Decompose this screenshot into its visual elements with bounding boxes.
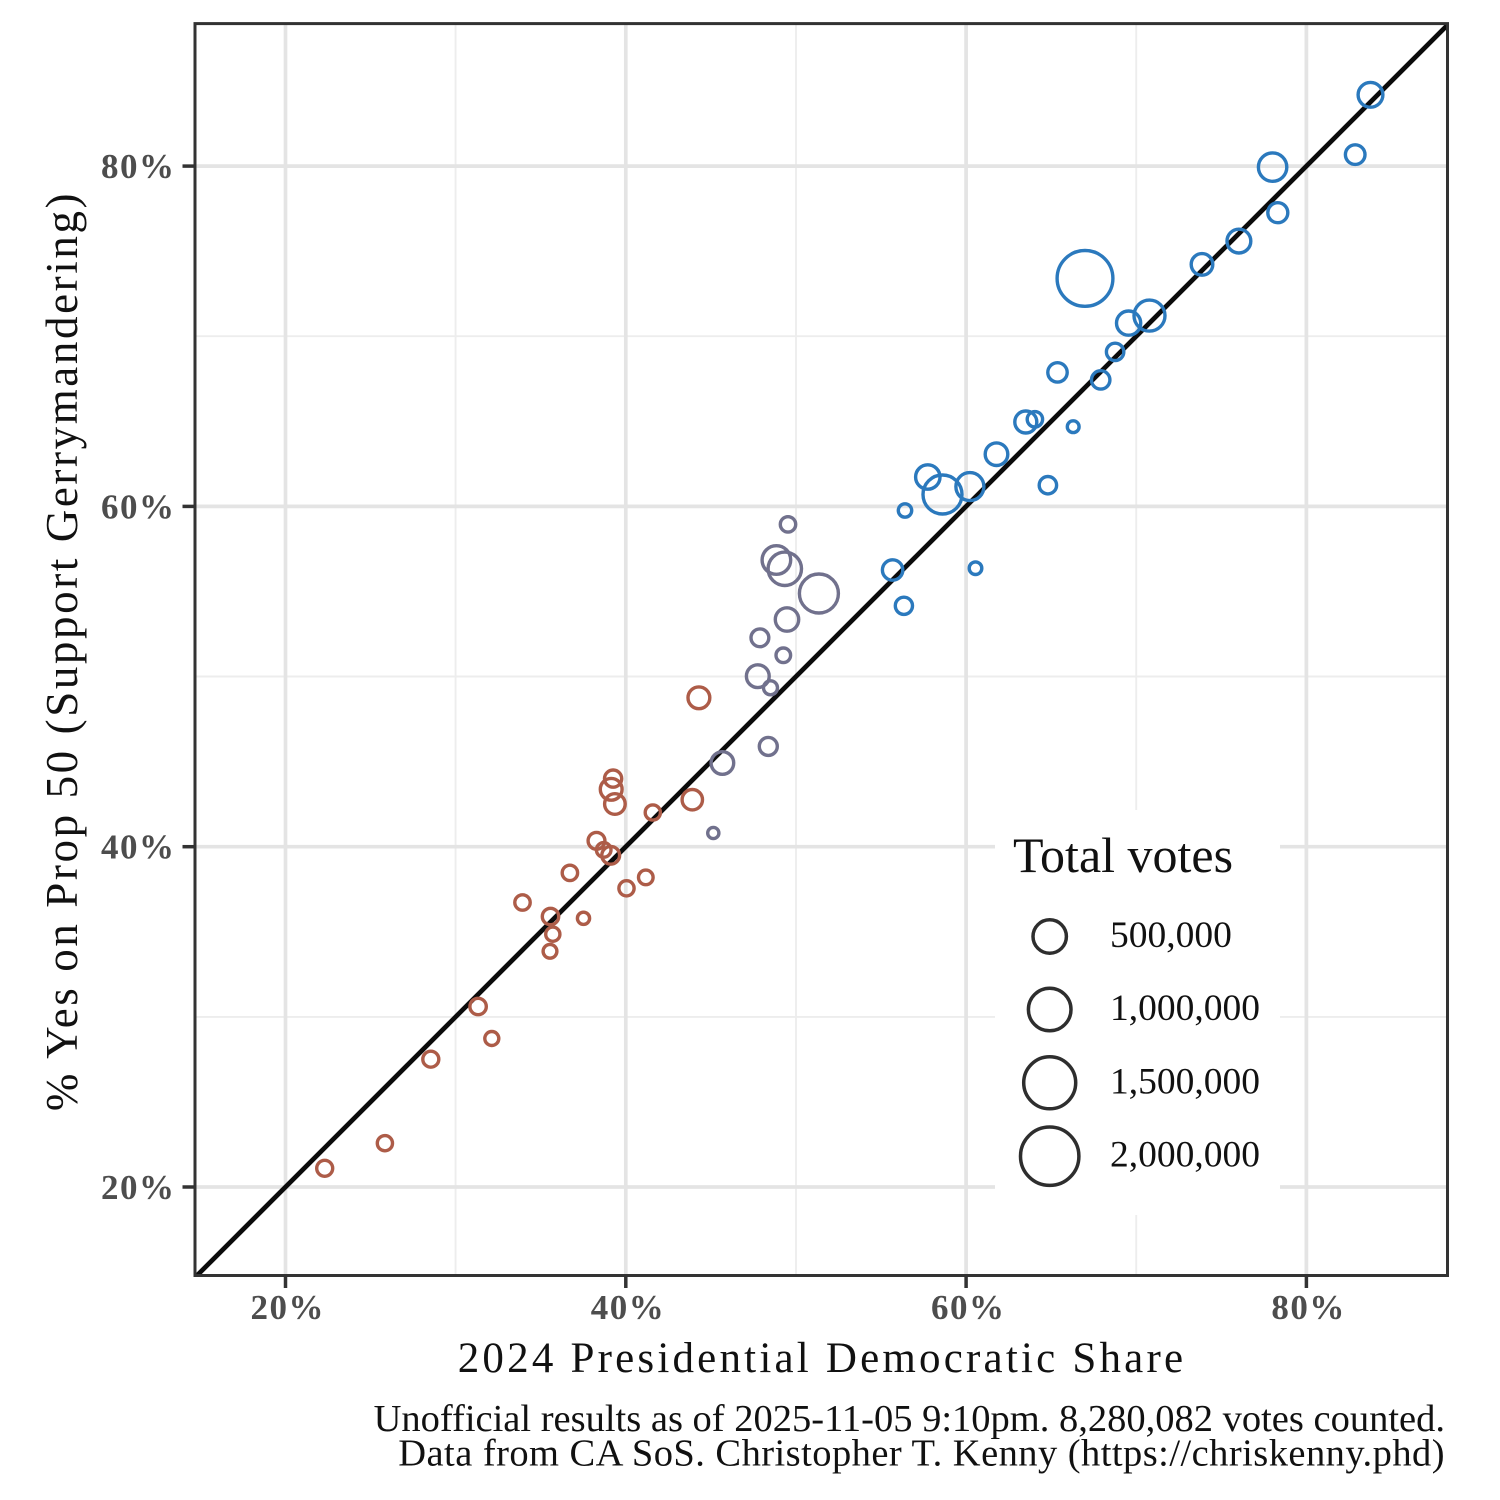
svg-text:80%: 80% bbox=[101, 147, 176, 186]
svg-text:20%: 20% bbox=[101, 1168, 176, 1207]
svg-text:2024 Presidential Democratic S: 2024 Presidential Democratic Share bbox=[458, 1335, 1187, 1382]
svg-text:60%: 60% bbox=[101, 487, 176, 526]
svg-text:Data from CA SoS. Christopher: Data from CA SoS. Christopher T. Kenny (… bbox=[398, 1433, 1445, 1475]
svg-text:20%: 20% bbox=[250, 1288, 325, 1327]
svg-text:40%: 40% bbox=[101, 828, 176, 867]
svg-text:500,000: 500,000 bbox=[1110, 915, 1232, 956]
svg-text:% Yes on Prop 50 (Support Gerr: % Yes on Prop 50 (Support Gerrymandering… bbox=[37, 191, 87, 1111]
svg-text:2,000,000: 2,000,000 bbox=[1110, 1135, 1260, 1176]
svg-text:1,500,000: 1,500,000 bbox=[1110, 1061, 1260, 1102]
svg-text:80%: 80% bbox=[1271, 1288, 1346, 1327]
svg-text:Total votes: Total votes bbox=[1013, 827, 1233, 883]
svg-text:Unofficial results as of 2025-: Unofficial results as of 2025-11-05 9:10… bbox=[374, 1398, 1445, 1440]
svg-text:1,000,000: 1,000,000 bbox=[1110, 988, 1260, 1029]
svg-text:40%: 40% bbox=[591, 1288, 666, 1327]
svg-text:60%: 60% bbox=[931, 1288, 1006, 1327]
